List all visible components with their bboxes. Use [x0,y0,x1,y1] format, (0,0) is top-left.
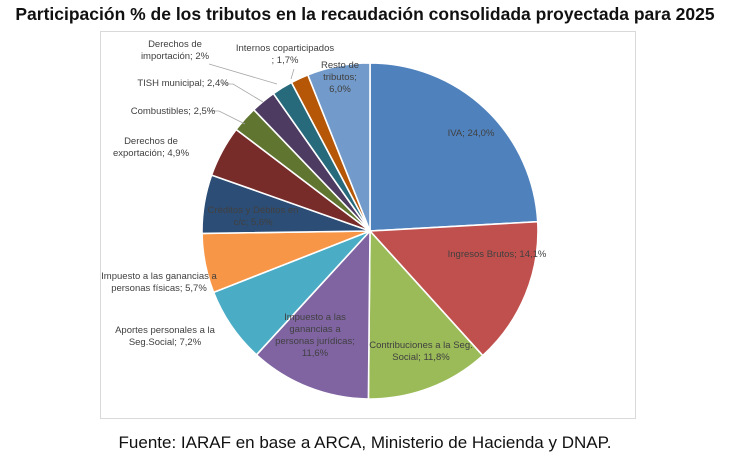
slice-label-line: IVA; 24,0% [448,128,495,139]
slice-label-line: ganancias a [289,324,341,335]
slice-label-8: Derechos de exportación; 4,9% [113,136,190,159]
pie-slice-2 [368,220,539,357]
pie-chart: IVA; 24,0% Ingresos Brutos; 14,1% Contribu… [101,39,547,400]
slice-label-line: c/c; 5,6% [233,217,273,228]
slice-label-line: Contribuciones a la Seg. [369,340,473,351]
slice-label-line: tributos; [323,72,357,83]
leader-line-12 [290,68,295,80]
pie-slice-4 [255,228,371,400]
pie-slice-3 [367,228,484,400]
leader-line-11 [208,63,278,85]
slice-label-line: personas físicas; 5,7% [111,283,207,294]
slice-label-line: personas jurídicas; [275,336,355,347]
pie-slice-13 [306,62,371,232]
source-note: Fuente: IARAF en base a ARCA, Ministerio… [118,433,612,452]
slice-label-line: Internos coparticipados [236,43,334,54]
leader-line-10 [222,83,264,103]
slice-label-7: Créditos y Débitos en c/c; 5,6% [208,205,299,228]
chart-area: IVA; 24,0% Ingresos Brutos; 14,1% Contribu… [100,31,636,419]
slice-label-line: Impuesto a las ganancias a [101,271,217,282]
leader-line-9 [208,110,246,125]
slice-label-line: exportación; 4,9% [113,148,190,159]
slice-label-line: importación; 2% [141,51,210,62]
slice-label-line: Créditos y Débitos en [208,205,299,216]
slice-label-line: Aportes personales a la [115,325,216,336]
slice-label-2: Ingresos Brutos; 14,1% [448,249,547,260]
slice-label-line: Ingresos Brutos; 14,1% [448,249,547,260]
slice-label-line: Social; 11,8% [392,352,450,363]
slice-label-5: Aportes personales a la Seg.Social; 7,2% [115,325,216,348]
slice-label-line: Combustibles; 2,5% [131,106,216,117]
slice-label-3: Contribuciones a la Seg. Social; 11,8% [369,340,473,363]
slice-label-line: Impuesto a las [284,312,346,323]
slice-label-line: Resto de [321,60,359,71]
slice-label-line: Seg.Social; 7,2% [129,337,202,348]
slice-label-10: TISH municipal; 2,4% [137,78,229,89]
slice-label-1: IVA; 24,0% [448,128,495,139]
slice-label-line: ; 1,7% [272,55,299,66]
pie-slice-1 [369,62,539,232]
slice-label-line: Derechos de [148,39,202,50]
chart-title: Participación % de los tributos en la re… [15,4,715,24]
slice-label-line: Derechos de [124,136,178,147]
slice-label-13: Resto de tributos; 6,0% [321,60,359,95]
slice-label-9: Combustibles; 2,5% [131,106,216,117]
slice-label-11: Derechos de importación; 2% [141,39,210,62]
slice-label-6: Impuesto a las ganancias a personas físic… [101,271,217,294]
slice-label-line: TISH municipal; 2,4% [137,78,229,89]
slice-label-line: 6,0% [329,84,351,95]
slice-label-line: 11,6% [302,348,329,359]
slice-label-4: Impuesto a las ganancias a personas jurídi… [275,312,355,359]
slice-label-12: Internos coparticipados; 1,7% [236,43,334,66]
